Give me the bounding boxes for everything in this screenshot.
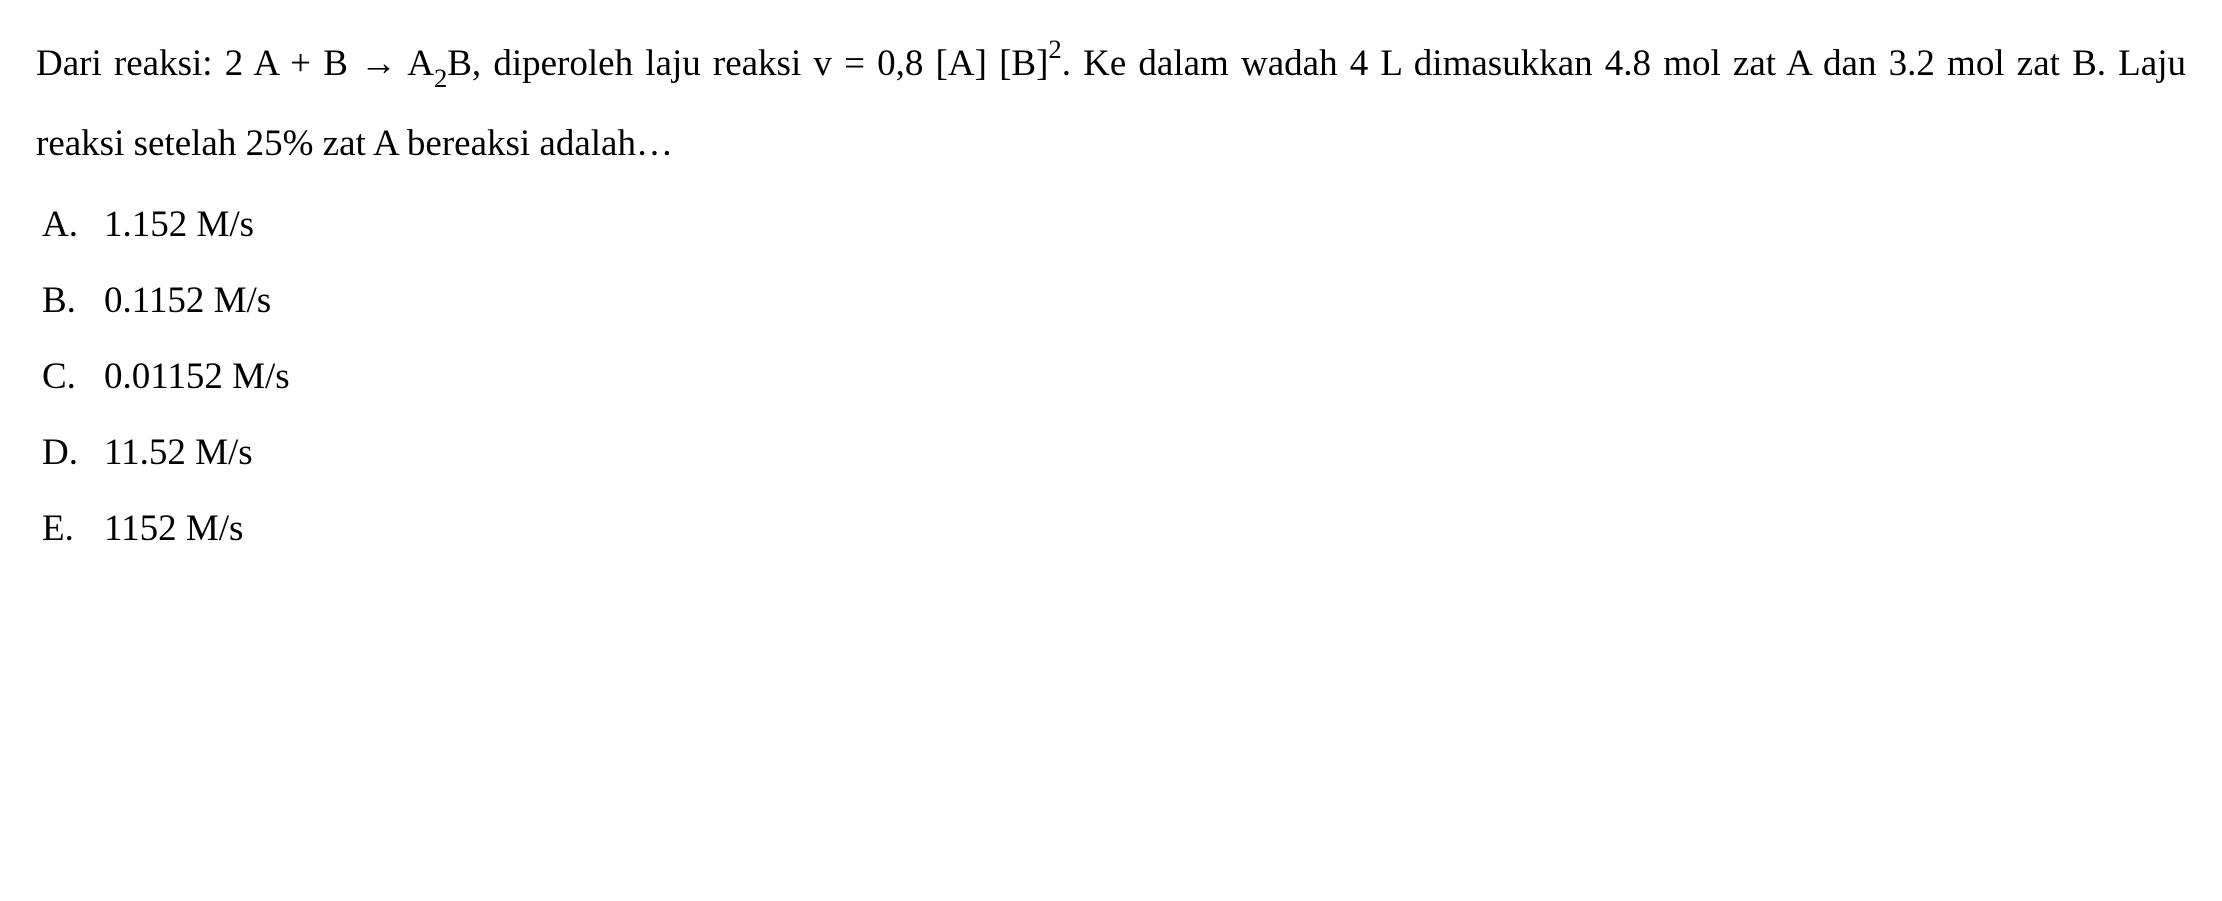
superscript-2: 2 bbox=[1048, 34, 1061, 64]
subscript-2: 2 bbox=[434, 63, 447, 93]
option-b: B. 0.1152 M/s bbox=[42, 263, 2186, 339]
option-a: A. 1.152 M/s bbox=[42, 187, 2186, 263]
option-e: E. 1152 M/s bbox=[42, 491, 2186, 567]
option-letter: D. bbox=[42, 415, 86, 491]
option-d: D. 11.52 M/s bbox=[42, 415, 2186, 491]
options-list: A. 1.152 M/s B. 0.1152 M/s C. 0.01152 M/… bbox=[36, 187, 2186, 566]
question-stem: Dari reaksi: 2 A + B → A2B, diperoleh la… bbox=[36, 24, 2186, 183]
option-letter: C. bbox=[42, 339, 86, 415]
stem-text-1: Dari reaksi: 2 A + B bbox=[36, 43, 360, 84]
option-text: 1.152 M/s bbox=[104, 187, 254, 263]
option-text: 11.52 M/s bbox=[104, 415, 253, 491]
option-text: 0.1152 M/s bbox=[104, 263, 271, 339]
option-c: C. 0.01152 M/s bbox=[42, 339, 2186, 415]
arrow-icon: → bbox=[360, 43, 397, 84]
question-block: Dari reaksi: 2 A + B → A2B, diperoleh la… bbox=[36, 24, 2186, 566]
option-text: 0.01152 M/s bbox=[104, 339, 290, 415]
option-text: 1152 M/s bbox=[104, 491, 243, 567]
stem-text-2: A bbox=[397, 43, 434, 84]
stem-text-3: B, diperoleh laju reaksi v = 0,8 [A] [B] bbox=[447, 43, 1048, 84]
option-letter: E. bbox=[42, 491, 86, 567]
option-letter: B. bbox=[42, 263, 86, 339]
option-letter: A. bbox=[42, 187, 86, 263]
